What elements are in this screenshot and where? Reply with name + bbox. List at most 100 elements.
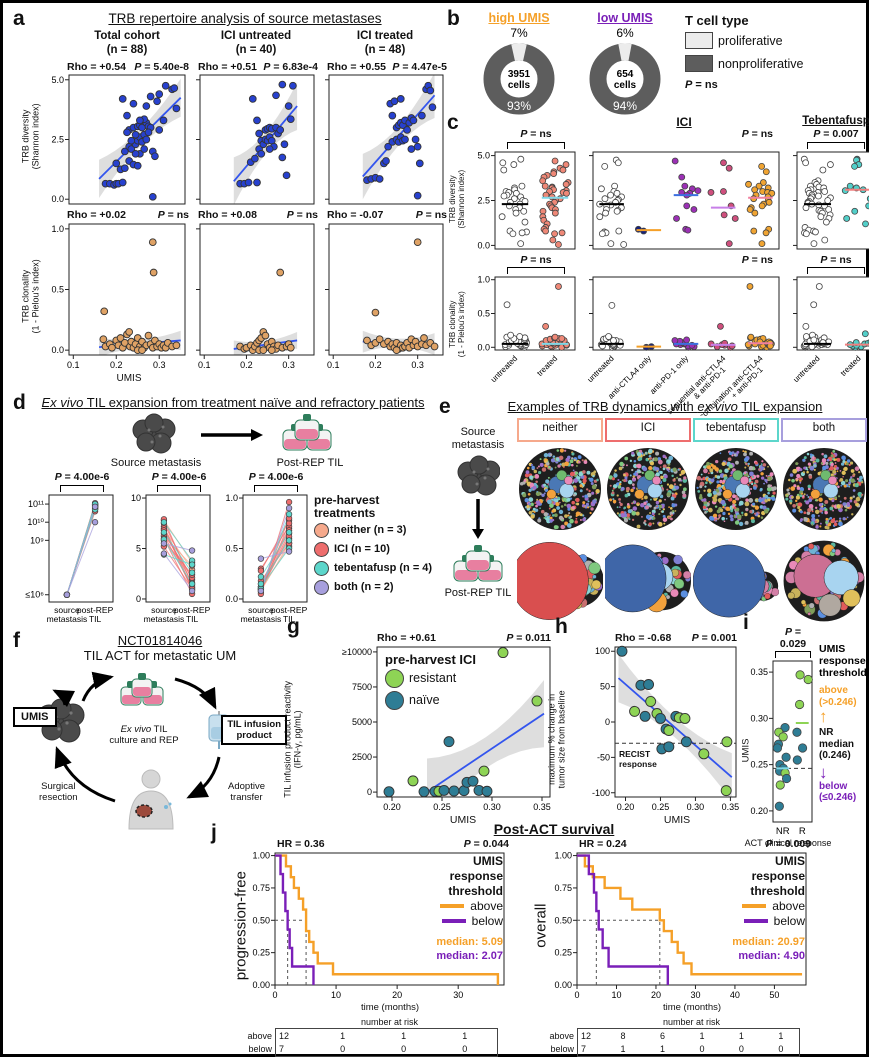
svg-text:7%: 7% bbox=[510, 26, 528, 40]
scatter-clonality-ici-treated: 0.1 0.2 0.3 bbox=[325, 223, 444, 370]
svg-text:source: source bbox=[54, 605, 80, 615]
panel-g-label: g bbox=[287, 615, 300, 638]
svg-text:NR: NR bbox=[776, 826, 790, 837]
c-p3: P = 0.007 bbox=[789, 128, 869, 149]
svg-text:0: 0 bbox=[574, 990, 579, 1000]
svg-text:1.0: 1.0 bbox=[225, 493, 238, 503]
panel-e-label: e bbox=[439, 395, 451, 418]
i-xlabel: ACT clinical response bbox=[744, 838, 832, 849]
panel-j: j Post-ACT survival HR = 0.36 P = 0.044 0… bbox=[211, 821, 867, 1057]
c-head-tebentafusp: Tebentafusp bbox=[802, 115, 869, 127]
j2-median-above: median: 20.97 bbox=[732, 935, 805, 948]
right-arrow-icon bbox=[201, 429, 263, 441]
e-post-label: Post-REP TIL bbox=[444, 587, 512, 600]
strip-diversity-tumor: 0.0 2.5 5.0 bbox=[477, 150, 576, 250]
svg-text:0.20: 0.20 bbox=[750, 806, 768, 816]
stats-a6: Rho = -0.07 P = ns bbox=[327, 209, 447, 222]
svg-text:treated: treated bbox=[839, 354, 863, 378]
both-label: both (n = 2) bbox=[334, 581, 394, 594]
d-legend: pre-harvest treatments neither (n = 3) I… bbox=[314, 492, 434, 638]
proliferative-swatch bbox=[685, 32, 713, 49]
c-p2: P = ns bbox=[741, 128, 773, 140]
umis-box: UMIS bbox=[13, 707, 57, 727]
e-box-tebentafusp: tebentafusp bbox=[693, 418, 779, 442]
proliferative-label: proliferative bbox=[718, 33, 783, 48]
j1-legend-title: UMIS response threshold bbox=[448, 853, 503, 898]
panel-i: i P = 0.029 0.20 0.25 0.30 0.35 NR R ACT clin… bbox=[741, 611, 869, 848]
svg-text:2.5: 2.5 bbox=[477, 195, 490, 205]
j2-legend: UMIS response threshold above below medi… bbox=[732, 854, 805, 964]
svg-text:TIL: TIL bbox=[283, 614, 296, 624]
svg-text:20: 20 bbox=[392, 990, 402, 1000]
panel-a: a TRB repertoire analysis of source meta… bbox=[13, 7, 447, 393]
svg-text:2500: 2500 bbox=[352, 752, 372, 762]
strip-diversity-ici bbox=[589, 151, 780, 250]
km-overall: 0.00 0.25 0.50 0.75 1.00 0 10 20 30 40 50 bbox=[554, 850, 807, 1000]
svg-text:0.2: 0.2 bbox=[240, 360, 253, 370]
svg-text:0.75: 0.75 bbox=[252, 882, 270, 892]
panel-j-title: Post-ACT survival bbox=[493, 821, 615, 837]
j1-above-label: above bbox=[470, 898, 503, 913]
flask-icon bbox=[453, 545, 503, 582]
svg-text:10⁹: 10⁹ bbox=[30, 535, 44, 545]
j1-below-label: below bbox=[471, 913, 503, 928]
svg-text:0.25: 0.25 bbox=[750, 760, 768, 770]
svg-text:post-REP: post-REP bbox=[174, 605, 211, 615]
scatter-diversity-ici-untreated bbox=[196, 74, 315, 205]
svg-text:0.3: 0.3 bbox=[282, 360, 295, 370]
svg-text:metastasis: metastasis bbox=[47, 614, 88, 624]
tebentafusp-label: tebentafusp (n = 4) bbox=[334, 562, 433, 575]
svg-text:source: source bbox=[151, 605, 177, 615]
clone-pack-post-ici bbox=[605, 544, 691, 613]
svg-text:post-REP: post-REP bbox=[77, 605, 114, 615]
c-ylabel-diversity: TRB diversity (Shannon index) bbox=[447, 169, 466, 229]
svg-text:metastasis: metastasis bbox=[144, 614, 185, 624]
svg-text:0.50: 0.50 bbox=[554, 915, 572, 925]
svg-text:0.1: 0.1 bbox=[67, 360, 80, 370]
stats-a2: Rho = +0.51 P = 6.83e-4 bbox=[198, 60, 318, 73]
til-act-cycle-diagram bbox=[37, 671, 230, 830]
svg-text:0.0: 0.0 bbox=[51, 345, 64, 355]
svg-text:3951: 3951 bbox=[508, 69, 531, 80]
above-threshold-label: above (>0.246) bbox=[819, 685, 857, 708]
j2-below-label: below bbox=[773, 913, 805, 928]
svg-text:5.0: 5.0 bbox=[51, 75, 64, 85]
svg-text:100: 100 bbox=[595, 646, 610, 656]
paired-cell-count: 10¹¹ 10¹⁰ 10⁹ ≤10⁶ sourcemetastasispost-REPT… bbox=[25, 494, 114, 624]
svg-text:untreated: untreated bbox=[489, 354, 519, 384]
svg-text:source: source bbox=[248, 605, 274, 615]
svg-text:0.00: 0.00 bbox=[554, 980, 572, 990]
svg-text:0.25: 0.25 bbox=[652, 802, 670, 812]
stats-a3: Rho = +0.55 P = 4.47e-5 bbox=[327, 60, 447, 73]
f-adoptive-label: Adoptive transfer bbox=[228, 781, 265, 803]
svg-text:0.2: 0.2 bbox=[110, 360, 123, 370]
high-umis-title: high UMIS bbox=[488, 11, 550, 25]
b-pvalue: P = ns bbox=[685, 79, 718, 91]
svg-text:0.3: 0.3 bbox=[153, 360, 166, 370]
panel-e: e Examples of TRB dynamics with ex vivo … bbox=[439, 395, 867, 629]
j1-median-above: median: 5.09 bbox=[436, 935, 503, 948]
down-arrow-icon: ↓ bbox=[819, 762, 828, 782]
tumor-icon bbox=[457, 455, 500, 496]
svg-text:7500: 7500 bbox=[352, 681, 372, 691]
g-legend-title: pre-harvest ICI bbox=[385, 651, 477, 667]
svg-text:0.2: 0.2 bbox=[369, 360, 382, 370]
svg-text:0.5: 0.5 bbox=[477, 309, 490, 319]
clone-pack-source-tebentafusp bbox=[695, 448, 777, 530]
h-stats: Rho = -0.68 P = 0.001 bbox=[615, 632, 737, 644]
scatter-tumor-change-umis: -100 -50 0 50 100 0.20 0.25 0.30 0.35 bbox=[592, 645, 739, 812]
svg-text:10: 10 bbox=[131, 493, 141, 503]
f-surgical-label: Surgical resection bbox=[39, 781, 78, 803]
j1-stats: HR = 0.36 P = 0.044 bbox=[277, 838, 509, 850]
svg-text:untreated: untreated bbox=[586, 354, 616, 384]
c-p5: P = ns bbox=[741, 253, 773, 266]
panel-d-label: d bbox=[13, 391, 26, 414]
svg-text:10: 10 bbox=[611, 990, 621, 1000]
svg-text:0.0: 0.0 bbox=[477, 342, 490, 352]
umis-threshold-title: UMIS response threshold bbox=[819, 643, 867, 680]
j1-risk-header: number at risk bbox=[360, 1016, 419, 1027]
svg-text:untreated: untreated bbox=[791, 354, 821, 384]
svg-text:-100: -100 bbox=[592, 787, 610, 797]
neither-label: neither (n = 3) bbox=[334, 524, 407, 537]
svg-text:0.5: 0.5 bbox=[51, 284, 64, 294]
